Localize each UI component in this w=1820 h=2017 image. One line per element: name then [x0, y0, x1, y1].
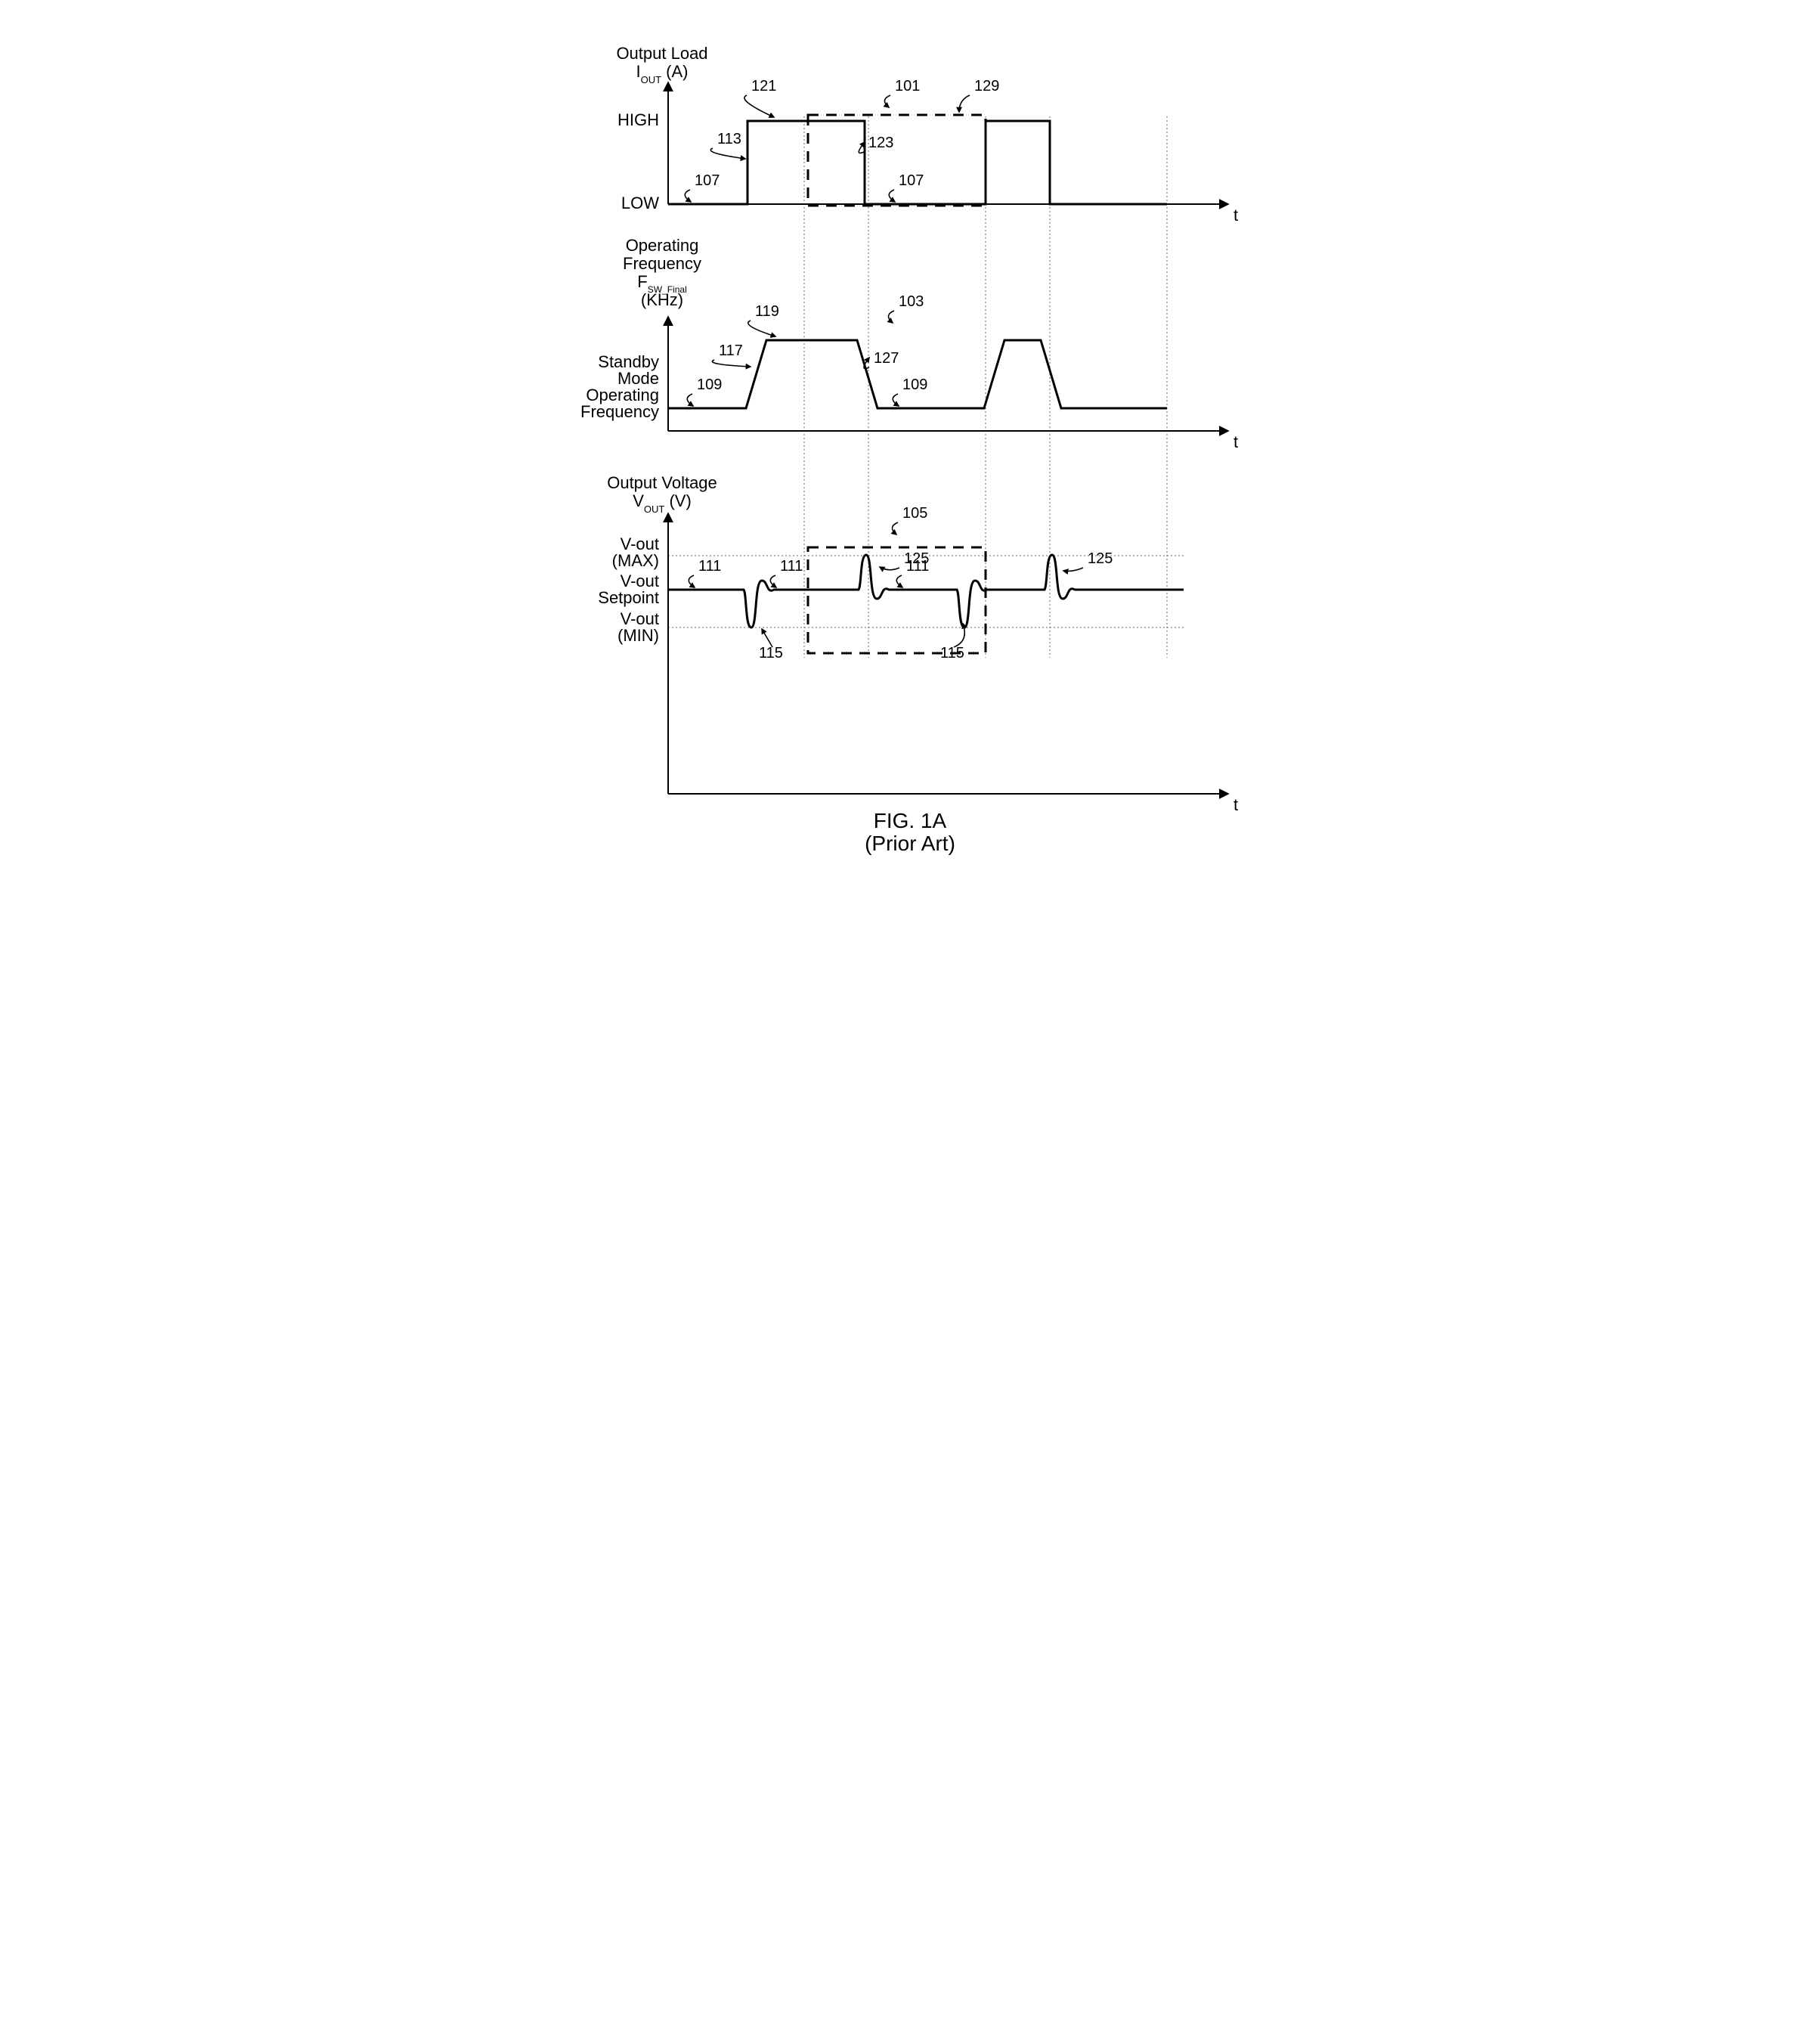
- svg-text:129: 129: [974, 78, 999, 94]
- svg-text:(MAX): (MAX): [612, 551, 659, 570]
- leader: [712, 360, 751, 367]
- figure-number: FIG. 1A: [874, 809, 947, 832]
- svg-text:109: 109: [902, 376, 927, 393]
- chart1-title2: IOUT (A): [636, 62, 688, 85]
- svg-text:(MIN): (MIN): [618, 626, 659, 645]
- svg-text:111: 111: [906, 558, 929, 575]
- svg-text:Frequency: Frequency: [623, 254, 701, 273]
- svg-text:107: 107: [899, 172, 924, 189]
- leader: [884, 95, 890, 107]
- svg-text:123: 123: [868, 135, 893, 151]
- svg-text:113: 113: [717, 131, 741, 147]
- svg-text:125: 125: [1088, 550, 1113, 567]
- leader: [880, 567, 899, 570]
- svg-text:103: 103: [899, 293, 924, 310]
- svg-text:Output Voltage: Output Voltage: [607, 473, 717, 492]
- svg-text:(KHz): (KHz): [641, 290, 683, 309]
- highlight-box-top: [808, 115, 986, 206]
- patent-figure: Output LoadIOUT (A) HIGH LOW t 121 101 129 113 1…: [532, 30, 1288, 869]
- svg-text:107: 107: [695, 172, 720, 189]
- svg-text:115: 115: [940, 645, 964, 661]
- chart3-title2: VOUT (V): [633, 491, 692, 515]
- svg-text:117: 117: [719, 342, 743, 359]
- leader: [710, 148, 745, 159]
- iout-trace: [668, 121, 1167, 204]
- svg-text:HIGH: HIGH: [618, 110, 659, 129]
- svg-text:t: t: [1233, 432, 1238, 451]
- leader: [770, 575, 776, 587]
- leader: [687, 394, 693, 406]
- svg-text:LOW: LOW: [621, 194, 659, 212]
- svg-text:101: 101: [895, 78, 920, 94]
- leader: [744, 95, 774, 117]
- leader: [685, 190, 691, 202]
- figure-subtitle: (Prior Art): [865, 832, 955, 855]
- svg-text:121: 121: [751, 78, 776, 94]
- leader: [892, 522, 898, 534]
- leader: [689, 575, 695, 587]
- svg-text:111: 111: [780, 558, 803, 575]
- svg-text:Operating: Operating: [626, 236, 699, 255]
- leader: [959, 95, 970, 112]
- svg-text:115: 115: [759, 645, 783, 661]
- svg-text:Setpoint: Setpoint: [598, 588, 659, 607]
- leader: [888, 311, 894, 323]
- svg-text:109: 109: [697, 376, 722, 393]
- svg-text:Output Load: Output Load: [616, 44, 707, 63]
- svg-text:t: t: [1233, 206, 1238, 225]
- fsw-trace: [668, 340, 1167, 408]
- svg-text:119: 119: [755, 303, 779, 320]
- leader: [889, 190, 895, 202]
- svg-text:t: t: [1233, 795, 1238, 814]
- svg-text:Frequency: Frequency: [580, 402, 659, 421]
- svg-text:127: 127: [874, 350, 899, 367]
- leader: [896, 575, 902, 587]
- leader: [748, 321, 775, 336]
- leader: [1063, 568, 1083, 572]
- svg-text:111: 111: [698, 558, 721, 575]
- leader: [893, 394, 899, 406]
- svg-text:105: 105: [902, 505, 927, 522]
